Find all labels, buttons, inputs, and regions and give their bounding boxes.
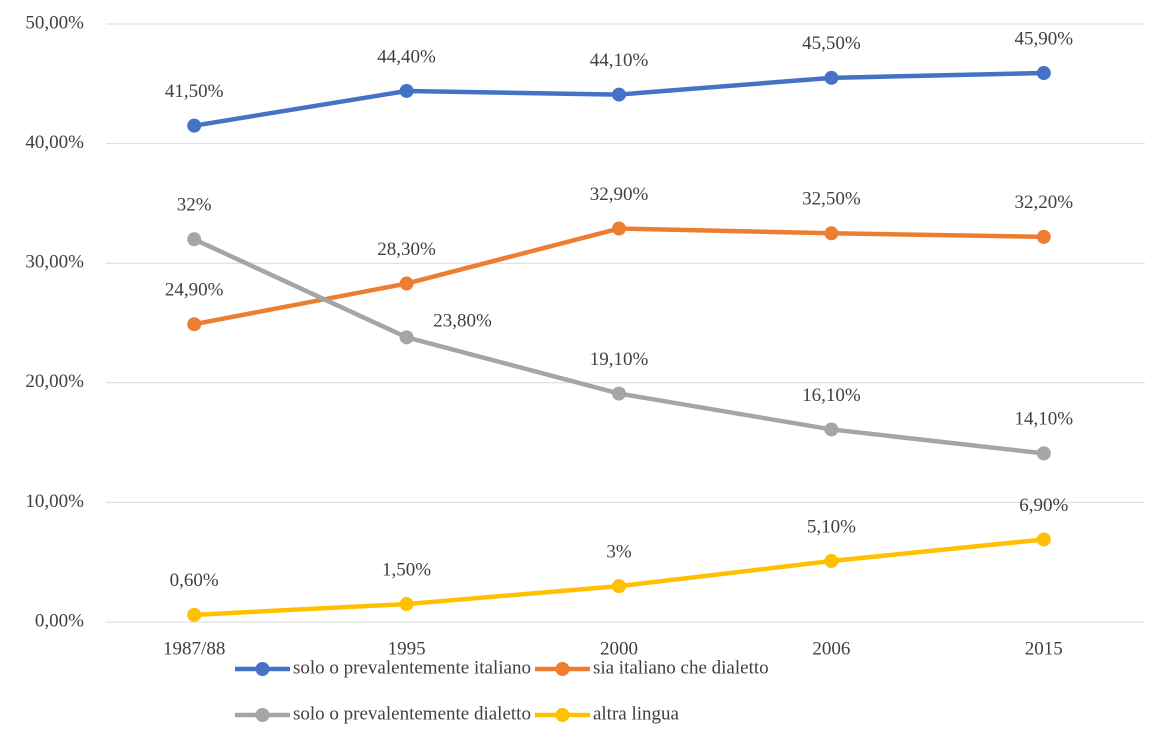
legend-label: solo o prevalentemente italiano: [293, 657, 531, 678]
data-label: 28,30%: [377, 239, 436, 260]
data-point: [399, 276, 414, 291]
data-label: 32,50%: [802, 189, 861, 210]
data-point: [399, 83, 414, 98]
x-tick-label: 1987/88: [163, 638, 225, 659]
data-point: [1036, 66, 1051, 81]
legend-marker: [555, 708, 570, 722]
y-tick-label: 50,00%: [25, 12, 84, 33]
data-point: [612, 221, 626, 236]
data-point: [824, 70, 839, 85]
legend-label: solo o prevalentemente dialetto: [293, 703, 531, 724]
data-label: 19,10%: [590, 349, 649, 370]
legend-marker: [255, 708, 270, 722]
x-tick-label: 2015: [1025, 638, 1063, 659]
data-point: [187, 118, 202, 133]
data-label: 44,10%: [590, 50, 649, 71]
data-label: 32%: [177, 195, 212, 216]
series-line: [193, 226, 1044, 327]
data-point: [612, 579, 626, 594]
data-point: [187, 607, 202, 622]
data-point: [187, 317, 202, 332]
data-label: 32,90%: [590, 184, 649, 205]
data-label: 45,90%: [1015, 28, 1074, 49]
data-label: 5,10%: [807, 516, 856, 537]
data-label: 44,40%: [377, 46, 436, 67]
data-point: [399, 597, 414, 612]
legend-marker: [255, 662, 270, 676]
data-point: [824, 422, 839, 437]
data-label: 24,90%: [165, 280, 224, 301]
data-label: 1,50%: [382, 559, 431, 580]
data-label: 14,10%: [1015, 409, 1074, 430]
legend-label: sia italiano che dialetto: [593, 657, 769, 678]
legend-marker: [555, 662, 570, 676]
x-tick-label: 1995: [388, 638, 426, 659]
series-line: [193, 237, 1045, 456]
x-tick-label: 2000: [600, 638, 638, 659]
data-label: 45,50%: [802, 33, 861, 54]
y-tick-label: 20,00%: [25, 371, 84, 392]
y-tick-label: 30,00%: [25, 252, 84, 273]
data-point: [824, 554, 839, 569]
data-label: 6,90%: [1019, 495, 1068, 516]
data-label: 23,80%: [433, 311, 492, 332]
y-tick-label: 40,00%: [25, 132, 84, 153]
data-label: 3%: [606, 541, 632, 562]
x-tick-label: 2006: [812, 638, 850, 659]
data-point: [1036, 532, 1051, 547]
data-point: [187, 232, 202, 247]
data-point: [612, 386, 626, 401]
legend-label: altra lingua: [593, 703, 680, 724]
y-tick-label: 0,00%: [35, 610, 84, 631]
data-point: [1036, 229, 1051, 244]
data-label: 41,50%: [165, 81, 224, 102]
data-label: 32,20%: [1015, 192, 1074, 213]
data-label: 16,10%: [802, 385, 861, 406]
data-label: 0,60%: [170, 570, 219, 591]
data-point: [1036, 446, 1051, 461]
data-point: [824, 226, 839, 241]
data-point: [612, 87, 626, 102]
y-tick-label: 10,00%: [25, 491, 84, 512]
data-point: [399, 330, 414, 345]
